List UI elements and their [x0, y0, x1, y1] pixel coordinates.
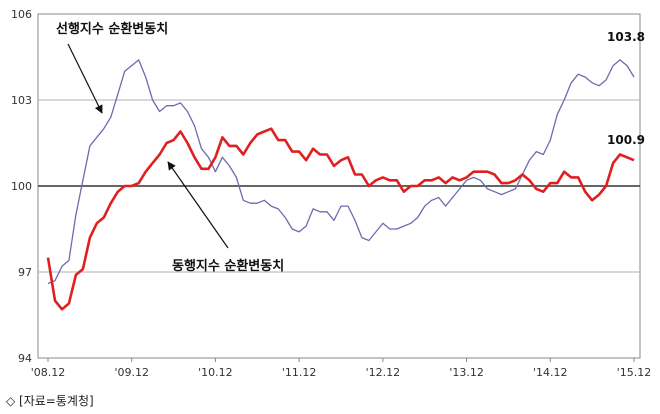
x-tick-label: '14.12 — [533, 366, 568, 379]
series-line-coincident — [46, 127, 635, 311]
y-tick-label: 94 — [18, 352, 32, 365]
x-tick-label: '13.12 — [449, 366, 484, 379]
x-tick-label: '12.12 — [366, 366, 401, 379]
end-label-coincident: 100.9 — [607, 133, 645, 147]
y-tick-label: 97 — [18, 266, 32, 279]
end-label-leading: 103.8 — [607, 30, 645, 44]
source-note: ◇ [자료=통계청] — [6, 394, 94, 408]
y-tick-label: 103 — [11, 94, 32, 107]
x-tick-label: '15.12 — [617, 366, 652, 379]
x-tick-label: '10.12 — [198, 366, 233, 379]
y-tick-label: 100 — [11, 180, 32, 193]
annotation-arrow-coincident — [167, 161, 229, 249]
annotation-leading: 선행지수 순환변동치 — [56, 21, 168, 37]
x-tick-label: '09.12 — [114, 366, 149, 379]
y-tick-label: 106 — [11, 8, 32, 21]
x-tick-label: '11.12 — [282, 366, 317, 379]
annotation-arrow-leading — [67, 43, 103, 114]
x-tick-label: '08.12 — [31, 366, 66, 379]
series-line-leading — [47, 59, 635, 285]
annotation-coincident: 동행지수 순환변동치 — [172, 258, 284, 274]
